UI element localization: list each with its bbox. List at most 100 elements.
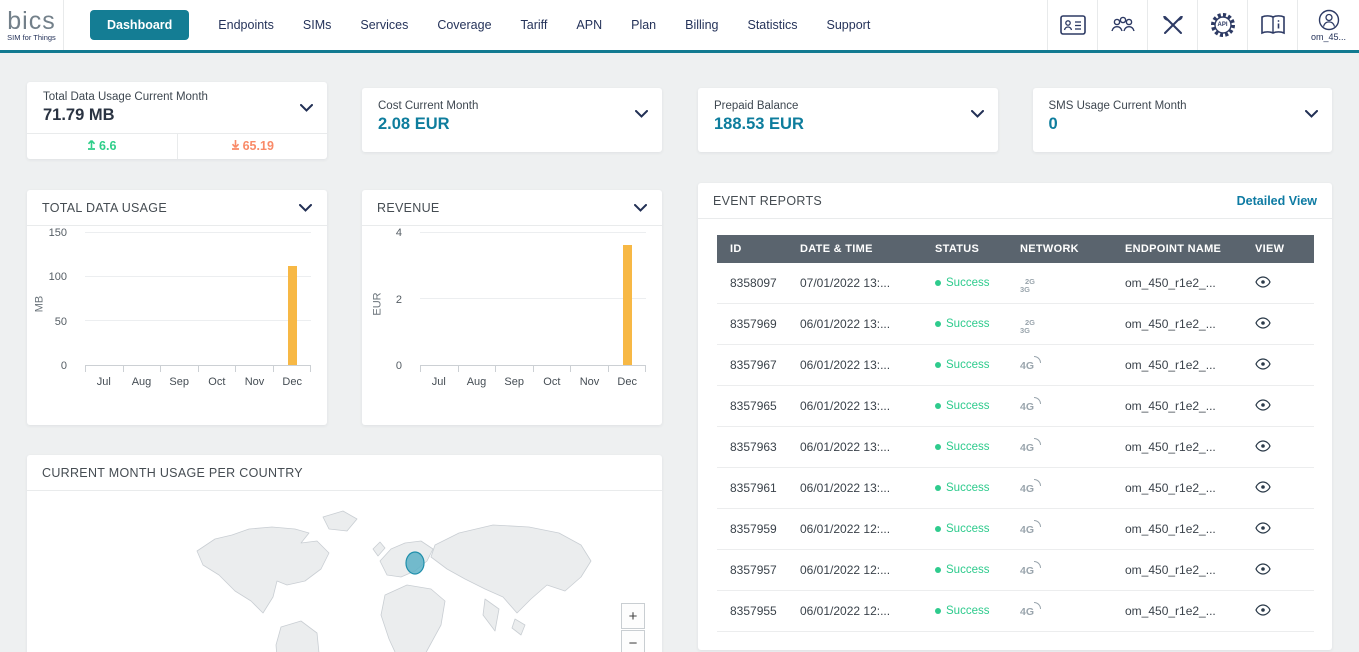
status-dot-icon: [935, 362, 941, 368]
event-status-cell: Success: [922, 482, 1007, 494]
event-id-cell: 8357967: [730, 358, 777, 372]
event-status-cell: Success: [922, 564, 1007, 576]
kpi-card-sms-usage: SMS Usage Current Month 0: [1032, 88, 1332, 152]
nav-item-billing[interactable]: Billing: [685, 18, 719, 32]
nav-item-dashboard[interactable]: Dashboard: [90, 10, 190, 40]
revenue-chart-card: REVENUE 0 2 4 EUR Jul Aug Sep Oct Nov Dec: [362, 190, 662, 425]
chevron-down-icon[interactable]: [300, 99, 313, 117]
kpi-value: 188.53 EUR: [714, 115, 804, 133]
view-eye-icon[interactable]: [1255, 275, 1271, 288]
map-sea: [511, 618, 526, 636]
view-eye-icon[interactable]: [1255, 521, 1271, 534]
event-status-cell: Success: [922, 318, 1007, 330]
event-network-cell: 4G: [1007, 479, 1112, 495]
view-eye-icon[interactable]: [1255, 398, 1271, 411]
x-tick-label: Jul: [431, 376, 446, 388]
chevron-down-icon[interactable]: [1305, 105, 1318, 123]
y-tick-label: 4: [395, 227, 402, 239]
map-greenland: [322, 510, 358, 532]
view-eye-icon[interactable]: [1255, 603, 1271, 616]
event-status-cell: Success: [922, 359, 1007, 371]
column-header-network: NETWORK: [1020, 243, 1079, 255]
network-4g-icon: 4G: [1020, 561, 1042, 577]
event-datetime-cell: 06/01/2022 13:...: [800, 317, 891, 331]
event-endpoint-cell: om_450_r1e2_...: [1125, 317, 1216, 331]
event-network-cell: 2G 3G: [1007, 273, 1112, 294]
y-tick-label: 150: [48, 227, 67, 239]
y-axis-ticks: 0 50 100 150: [27, 227, 77, 372]
view-eye-icon[interactable]: [1255, 480, 1271, 493]
map-north-america: [196, 526, 330, 614]
nav-item-services[interactable]: Services: [360, 18, 409, 32]
usage-map-marker: [405, 551, 425, 575]
status-dot-icon: [935, 321, 941, 327]
logo-subtext: SIM for Things: [7, 33, 56, 43]
event-network-cell: 4G: [1007, 520, 1112, 536]
x-tick-label: Jul: [96, 376, 111, 388]
nav-item-apn[interactable]: APN: [576, 18, 603, 32]
nav-item-plan[interactable]: Plan: [631, 18, 657, 32]
nav-item-sims[interactable]: SIMs: [302, 18, 332, 32]
chevron-down-icon[interactable]: [299, 203, 312, 212]
y-tick-label: 2: [395, 293, 402, 306]
nav-item-tariff[interactable]: Tariff: [520, 18, 548, 32]
contact-card-button[interactable]: [1047, 0, 1097, 50]
nav-item-support[interactable]: Support: [826, 18, 871, 32]
plot-area: [420, 232, 646, 366]
event-network-cell: 2G 3G: [1007, 314, 1112, 335]
event-endpoint-cell: om_450_r1e2_...: [1125, 481, 1216, 495]
network-2g3g-icon: 2G 3G: [1020, 276, 1036, 294]
nav-item-coverage[interactable]: Coverage: [437, 18, 492, 32]
kpi-title: SMS Usage Current Month: [1048, 100, 1187, 112]
view-eye-icon[interactable]: [1255, 316, 1271, 329]
column-header-view: VIEW: [1255, 243, 1285, 255]
detailed-view-link[interactable]: Detailed View: [1236, 193, 1317, 208]
y-axis-unit: MB: [33, 295, 46, 313]
event-endpoint-cell: om_450_r1e2_...: [1125, 358, 1216, 372]
status-dot-icon: [935, 485, 941, 491]
nav-item-statistics[interactable]: Statistics: [747, 18, 798, 32]
event-datetime-cell: 06/01/2022 12:...: [800, 522, 891, 536]
event-id-cell: 8357961: [730, 481, 777, 495]
map-asia: [430, 524, 592, 614]
api-settings-button[interactable]: API: [1197, 0, 1247, 50]
chevron-down-icon[interactable]: [970, 105, 984, 123]
event-status-cell: Success: [922, 441, 1007, 453]
kpi-card-total-data-usage: Total Data Usage Current Month 71.79 MB …: [27, 82, 327, 159]
kpi-value: 2.08 EUR: [378, 115, 450, 133]
documentation-icon: [1259, 14, 1287, 36]
view-eye-icon[interactable]: [1255, 357, 1271, 370]
status-dot-icon: [935, 280, 941, 286]
nav-item-endpoints[interactable]: Endpoints: [218, 18, 274, 32]
view-eye-icon[interactable]: [1255, 562, 1271, 575]
chevron-down-icon[interactable]: [635, 105, 648, 123]
download-usage-value: 65.19: [176, 134, 328, 159]
user-groups-button[interactable]: [1097, 0, 1147, 50]
event-id-cell: 8357969: [730, 317, 777, 331]
chart-bar: [622, 244, 632, 365]
profile-button[interactable]: om_45...: [1297, 0, 1359, 50]
map-zoom-in-button[interactable]: +: [621, 603, 645, 629]
column-header-endpoint-name: ENDPOINT NAME: [1125, 243, 1222, 255]
usage-per-country-card: CURRENT MONTH USAGE PER COUNTRY: [27, 455, 662, 652]
event-id-cell: 8357965: [730, 399, 777, 413]
brand-logo[interactable]: bics SIM for Things: [0, 0, 64, 50]
status-dot-icon: [935, 403, 941, 409]
chevron-down-icon[interactable]: [634, 203, 647, 212]
table-row: 8358097 07/01/2022 13:... Success 2G 3G o…: [717, 263, 1314, 304]
view-eye-icon[interactable]: [1255, 439, 1271, 452]
event-status-cell: Success: [922, 523, 1007, 535]
map-zoom-out-button[interactable]: −: [621, 630, 645, 652]
event-datetime-cell: 07/01/2022 13:...: [800, 276, 891, 290]
world-map[interactable]: [177, 499, 607, 652]
tools-button[interactable]: [1147, 0, 1197, 50]
network-4g-icon: 4G: [1020, 397, 1042, 413]
api-settings-icon: API: [1209, 11, 1237, 39]
plot-area: [85, 232, 311, 366]
profile-username: om_45...: [1310, 31, 1347, 42]
event-id-cell: 8357957: [730, 563, 777, 577]
documentation-button[interactable]: [1247, 0, 1297, 50]
event-network-cell: 4G: [1007, 438, 1112, 454]
kpi-card-cost: Cost Current Month 2.08 EUR: [362, 88, 662, 152]
user-groups-icon: [1109, 15, 1137, 35]
